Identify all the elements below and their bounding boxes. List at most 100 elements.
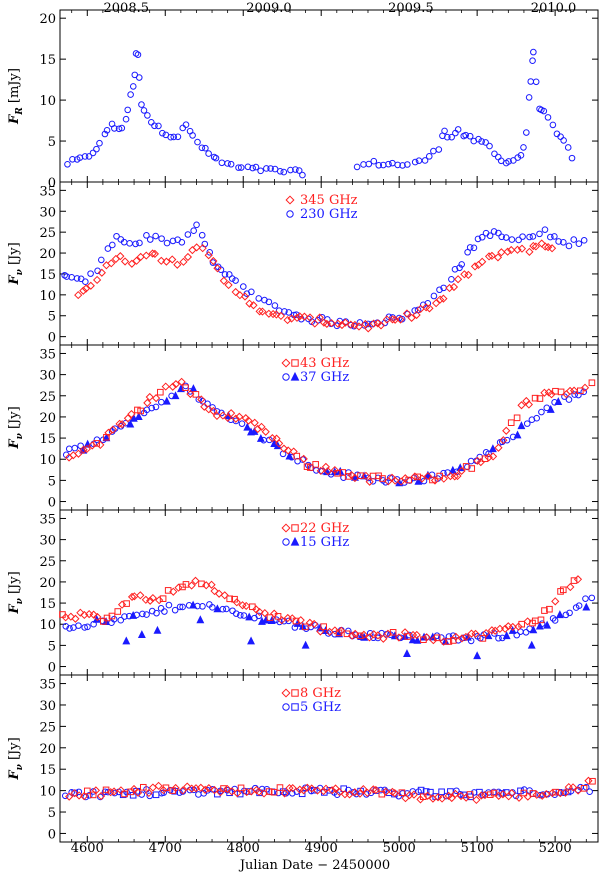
y-axis-label: Fν [Jy]	[7, 406, 25, 449]
data-point	[179, 257, 188, 266]
data-point	[532, 78, 540, 86]
series-15-ghz-triangles-	[122, 602, 591, 660]
data-point	[566, 609, 573, 617]
data-point	[571, 391, 578, 398]
data-point	[386, 474, 394, 482]
data-point	[520, 789, 528, 797]
data-point	[520, 144, 527, 151]
y-axis-label-unit: [Jy]	[7, 571, 22, 598]
data-point	[152, 232, 159, 240]
data-point	[134, 51, 142, 59]
data-point	[284, 446, 293, 455]
data-point	[435, 146, 443, 153]
data-point	[97, 256, 105, 264]
data-point	[238, 420, 246, 427]
data-point	[213, 604, 222, 613]
data-point	[109, 787, 119, 796]
data-point	[244, 163, 252, 171]
data-point	[204, 251, 213, 260]
y-tick-label: 10	[39, 94, 56, 109]
data-point	[471, 629, 480, 638]
data-point	[382, 315, 391, 324]
data-point	[525, 94, 533, 101]
data-point	[159, 595, 167, 602]
top-year-label: 2010.0	[531, 1, 577, 16]
data-point	[356, 632, 364, 640]
y-tick-label: 0	[48, 827, 56, 842]
data-point	[366, 629, 374, 637]
data-point	[396, 477, 406, 486]
data-point	[478, 138, 485, 145]
data-point	[174, 583, 183, 592]
legend-marker	[290, 536, 300, 546]
data-point	[74, 290, 83, 300]
data-point	[573, 575, 583, 584]
data-point	[531, 394, 539, 402]
data-point	[103, 614, 111, 622]
data-point	[396, 315, 405, 324]
data-point	[204, 405, 213, 414]
data-point	[364, 324, 373, 333]
data-point	[422, 633, 431, 642]
data-point	[360, 161, 367, 168]
data-point	[212, 154, 220, 162]
data-point	[162, 396, 171, 405]
data-point	[466, 244, 474, 251]
data-point	[341, 318, 350, 327]
data-point	[137, 630, 146, 639]
data-point	[445, 638, 453, 645]
data-point	[454, 126, 462, 133]
data-point	[255, 607, 264, 617]
data-point	[293, 311, 300, 318]
data-point	[217, 266, 225, 274]
data-point	[85, 153, 93, 160]
data-point	[277, 616, 286, 625]
y-axis-label-unit: [Jy]	[7, 242, 22, 269]
data-point	[327, 786, 337, 795]
data-point	[507, 789, 516, 798]
data-point	[580, 785, 588, 792]
data-point	[80, 792, 89, 801]
legend-label: 230 GHz	[300, 207, 358, 222]
series-230-ghz	[61, 221, 588, 330]
data-point	[213, 408, 221, 415]
data-point	[108, 425, 118, 434]
data-point	[248, 288, 255, 296]
data-point	[467, 457, 475, 465]
data-point	[200, 402, 209, 411]
data-point	[272, 310, 281, 319]
y-tick-label: 20	[39, 576, 56, 591]
data-point	[66, 612, 75, 621]
data-point	[436, 295, 445, 304]
data-point	[319, 786, 328, 796]
data-point	[546, 605, 553, 613]
data-point	[540, 107, 548, 115]
y-axis-label-subscript: ν	[15, 763, 25, 770]
data-point	[425, 304, 434, 313]
data-point	[276, 167, 284, 175]
y-tick-label: 35	[39, 512, 56, 527]
legend-label: 37 GHz	[300, 370, 349, 385]
data-point	[163, 239, 171, 247]
data-point	[171, 391, 180, 400]
data-point	[155, 596, 164, 605]
data-point	[178, 786, 187, 795]
y-axis-label-symbol: F	[7, 770, 22, 781]
data-point	[280, 789, 289, 798]
y-tick-label: 15	[39, 432, 56, 447]
data-point	[464, 270, 473, 279]
data-point	[276, 784, 284, 791]
data-point	[365, 160, 373, 168]
y-axis-label-subscript: ν	[15, 432, 25, 439]
data-point	[84, 623, 91, 631]
data-point	[258, 307, 267, 316]
data-point	[93, 145, 100, 153]
data-point	[468, 465, 476, 472]
data-point	[267, 165, 274, 172]
data-point	[477, 791, 486, 800]
data-point	[359, 784, 368, 794]
data-point	[161, 608, 168, 615]
data-point	[577, 387, 584, 395]
data-point	[541, 607, 548, 614]
